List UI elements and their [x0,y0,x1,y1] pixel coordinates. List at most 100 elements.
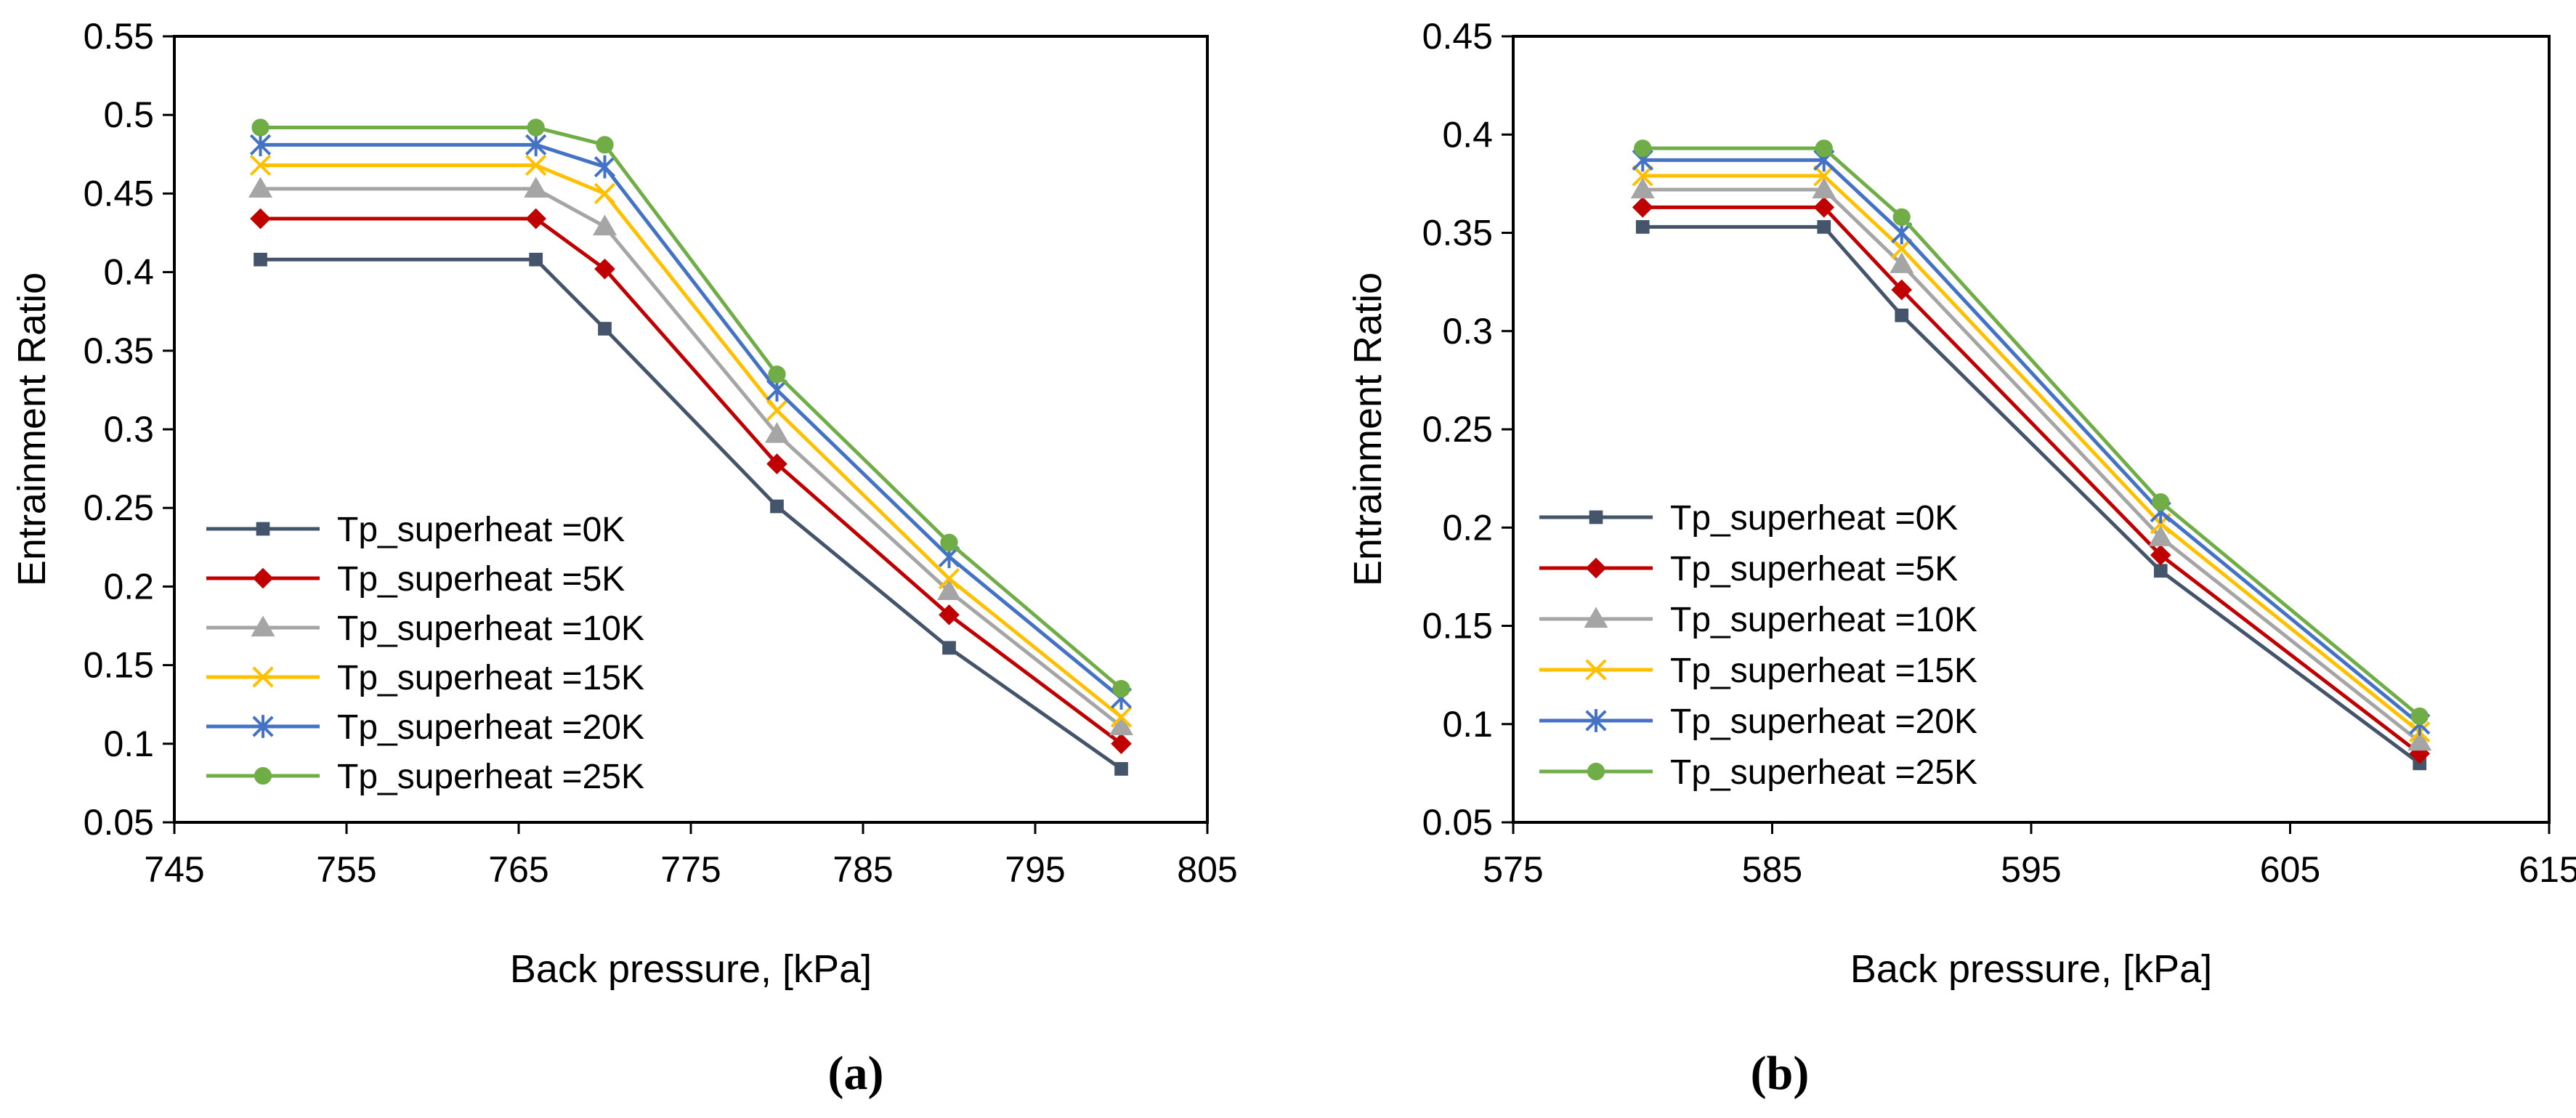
chart-b: 0.05 0.1 0.15 0.2 0.25 0.3 0.35 0.4 0.45 575 585 59… [1346,16,2576,991]
data-point [2150,544,2171,566]
panel-label-a: (a) [827,1047,884,1100]
data-point [524,177,548,198]
chart-a: 0.05 0.1 0.15 0.2 0.25 0.3 0.35 0.4 0.45 0.5 0.55 7… [10,16,1238,991]
y-tick-label-b: 0.2 [1442,507,1493,548]
series-a-2 [248,177,1133,736]
data-point [765,421,789,443]
legend-label: Tp_superheat =0K [1670,499,1958,538]
legend-label: Tp_superheat =25K [337,758,644,796]
data-point [594,155,616,179]
x-axis-label-b: Back pressure, [kPa] [1850,947,2212,991]
data-point [2407,729,2432,751]
data-point [1634,139,1652,158]
data-point [766,400,788,421]
legend-label: Tp_superheat =5K [1670,550,1958,588]
x-tick-label-b: 615 [2519,849,2576,890]
legend-a: Tp_superheat =0K Tp_superheat =5K Tp_super… [206,511,644,796]
data-point [1891,279,1913,301]
data-point [1111,733,1132,755]
legend-b: Tp_superheat =0K Tp_superheat =5K Tp_super… [1539,499,1977,792]
x-tick-label-a: 745 [144,849,204,890]
data-point [1109,714,1133,736]
x-tick-label-a: 775 [660,849,721,890]
legend-label: Tp_superheat =0K [337,511,625,549]
data-point [939,604,960,625]
data-point [1815,139,1833,158]
series-b-2 [1630,177,2432,751]
data-point [249,154,272,177]
data-point [1630,177,1655,199]
data-point [593,214,617,235]
data-point [1114,762,1128,776]
y-axis-label-a: Entrainment Ratio [10,272,54,586]
data-point [594,258,615,280]
data-point [525,208,546,230]
x-tick-label-b: 575 [1483,849,1543,890]
legend-label: Tp_superheat =10K [1670,601,1977,639]
data-point [251,118,270,137]
data-point [1817,220,1831,234]
x-tick-label-a: 765 [488,849,548,890]
data-point [940,533,958,551]
legend-label: Tp_superheat =25K [1670,753,1977,792]
legend-marker [1587,762,1605,781]
data-point [938,567,960,590]
y-axis-label-b: Entrainment Ratio [1346,272,1390,586]
x-tick-label-b: 595 [2001,849,2061,890]
data-point [596,136,614,154]
x-tick-label-a: 805 [1177,849,1237,890]
legend-marker [1585,557,1607,579]
y-tick-label-a: 0.25 [84,487,154,528]
legend-marker [1585,659,1607,681]
y-tick-label-a: 0.55 [84,16,154,57]
data-point [594,182,616,205]
plot-area-a [173,35,1209,824]
x-axis-label-a: Back pressure, [kPa] [510,947,872,991]
series-a-5 [251,118,1130,698]
series-line [260,216,1122,745]
legend-label: Tp_superheat =10K [337,609,644,648]
data-point [598,322,612,336]
y-tick-label-a: 0.1 [103,724,154,764]
data-point [1895,308,1909,323]
legend-marker [256,522,270,536]
series-line [260,257,1122,771]
data-point [254,252,267,267]
chart-panel-a: 0.05 0.1 0.15 0.2 0.25 0.3 0.35 0.4 0.45 0.5 0.55 7… [10,16,1238,991]
data-point [768,365,786,384]
series-a-3 [249,154,1133,728]
series-line [260,163,1123,718]
legend-marker [1584,607,1608,628]
data-point [1112,679,1130,698]
series-a-0 [254,252,1128,776]
y-tick-label-a: 0.45 [84,173,154,214]
series-line [260,187,1123,728]
data-point [770,499,784,514]
data-point [1812,177,1836,199]
data-point [2152,493,2170,511]
data-point [942,641,956,655]
y-tick-label-b: 0.45 [1422,16,1493,57]
series-line [260,142,1123,700]
series-b-5 [1634,139,2429,726]
y-tick-label-b: 0.3 [1442,311,1493,352]
panel-label-b: (b) [1750,1047,1810,1100]
y-tick-label-b: 0.15 [1422,606,1493,647]
legend-label: Tp_superheat =15K [1670,652,1977,690]
data-point [248,177,272,198]
legend-label: Tp_superheat =5K [337,560,625,599]
data-point [1110,706,1133,728]
data-point [766,453,787,474]
legend-label: Tp_superheat =15K [337,659,644,697]
y-tick-label-a: 0.05 [84,802,154,843]
legend-marker [1585,709,1607,732]
y-tick-label-a: 0.35 [84,331,154,371]
data-point [529,252,543,267]
x-tick-label-a: 795 [1005,849,1065,890]
x-tick-label-b: 585 [1742,849,1802,890]
x-tick-label-a: 755 [316,849,376,890]
data-point [1892,208,1911,226]
data-point [1635,220,1650,234]
y-tick-label-b: 0.4 [1442,114,1493,155]
y-tick-label-a: 0.2 [103,566,154,607]
